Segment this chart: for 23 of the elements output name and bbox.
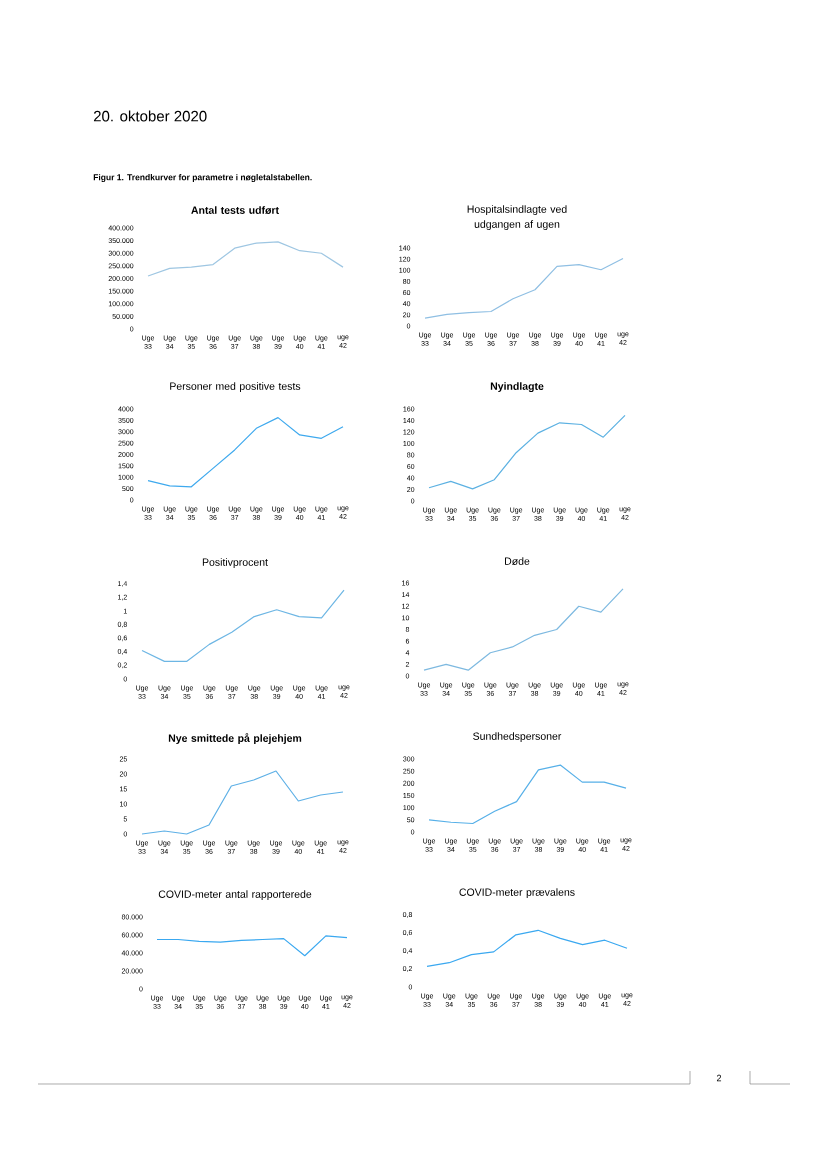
chart-title: Nyindlagte [490, 382, 544, 393]
chart-title: Antal tests udført [191, 206, 279, 215]
chart-title: COVID-meter prævalens [459, 888, 575, 898]
line-series [147, 417, 344, 488]
chart-title: Døde [505, 557, 530, 565]
line-series [147, 241, 344, 277]
line-series [156, 935, 348, 957]
chart-title: COVID-meter antal rapporterede [158, 890, 312, 900]
chart-title: Hospitalsindlagte ved udgangen af ugen [467, 205, 567, 230]
line-series [141, 770, 344, 835]
chart-title: Nye smittede på plejehjem [168, 733, 302, 745]
line-series [426, 929, 628, 967]
line-series [428, 764, 627, 825]
text: Figur 1. Trendkurver for parametre i nøgletalstabellen. [93, 174, 312, 182]
text: 2 [716, 1074, 722, 1082]
line-series [141, 589, 345, 662]
line-series [428, 414, 626, 490]
chart-title: Positivprocent [202, 558, 268, 568]
line-series [424, 257, 624, 319]
line-series [423, 588, 624, 671]
chart-title: Sundhedspersoner [473, 732, 562, 742]
text: 20. oktober 2020 [93, 110, 207, 122]
chart-title: Personer med positive tests [170, 382, 301, 392]
